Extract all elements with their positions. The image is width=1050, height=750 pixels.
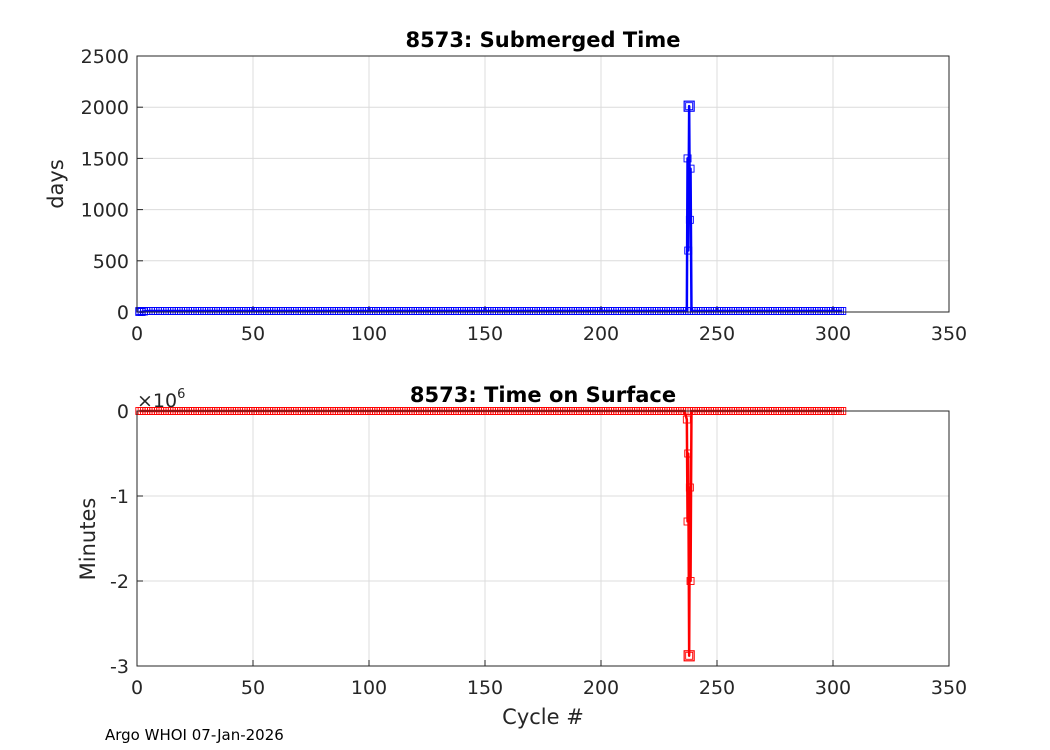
x-tick-label: 50 — [241, 323, 265, 345]
y-tick-labels: 0 500 1000 1500 2000 2500 — [81, 46, 129, 324]
x-tick-label: 300 — [815, 677, 851, 699]
footer-credit: Argo WHOI 07-Jan-2026 — [105, 726, 284, 744]
x-tick-label: 0 — [131, 677, 143, 699]
x-tick-label: 350 — [931, 323, 967, 345]
x-tick-label: 200 — [583, 323, 619, 345]
plot-frame — [136, 410, 950, 667]
x-tick-label: 150 — [467, 677, 503, 699]
y-tick-label: 2000 — [81, 97, 129, 119]
x-tick-label: 300 — [815, 323, 851, 345]
chart-title: 8573: Submerged Time — [405, 28, 680, 52]
data-point-marker — [838, 307, 847, 315]
x-tick-label: 150 — [467, 323, 503, 345]
peak-marker — [683, 100, 695, 112]
data-point-marker — [682, 415, 691, 424]
series-submerged-time — [135, 100, 847, 316]
y-axis-exponent: ×106 — [137, 387, 185, 412]
y-tick-label: 0 — [117, 302, 129, 324]
submerged-time-chart: 0 50 100 150 200 250 300 350 0 500 1000 1500 2000 25… — [44, 28, 967, 345]
x-axis-label: Cycle # — [502, 705, 584, 729]
data-point-marker — [686, 164, 695, 173]
exponent-base: ×10 — [137, 390, 177, 412]
x-tick-label: 100 — [351, 323, 387, 345]
data-point-marker — [686, 577, 695, 585]
series-line — [139, 104, 843, 314]
data-point-marker — [683, 154, 692, 163]
y-axis-label: Minutes — [76, 498, 100, 581]
plot-area — [137, 411, 949, 666]
data-point-marker — [684, 449, 693, 458]
x-tick-labels: 0 50 100 150 200 250 300 350 — [131, 677, 967, 699]
plot-frame — [136, 55, 950, 313]
chart-title: 8573: Time on Surface — [410, 383, 676, 407]
data-point-marker — [685, 215, 694, 224]
data-point-marker — [140, 307, 148, 316]
x-tick-label: 200 — [583, 677, 619, 699]
x-tick-label: 0 — [131, 323, 143, 345]
y-tick-label: 2500 — [81, 46, 129, 68]
y-axis-label: days — [44, 159, 68, 209]
data-point-marker — [685, 102, 694, 111]
x-tick-label: 250 — [699, 677, 735, 699]
data-point-marker — [685, 651, 694, 660]
x-tick-label: 50 — [241, 677, 265, 699]
y-tick-label: 500 — [93, 251, 129, 273]
x-tick-label: 250 — [699, 323, 735, 345]
x-tick-label: 100 — [351, 677, 387, 699]
peak-marker — [683, 650, 695, 662]
data-point-marker — [683, 517, 692, 526]
plot-area — [137, 56, 949, 312]
y-tick-label: 0 — [117, 401, 129, 423]
y-tick-label: -3 — [110, 656, 129, 678]
data-point-marker — [684, 246, 693, 255]
exponent-power: 6 — [177, 387, 185, 402]
y-tick-label: 1500 — [81, 148, 129, 170]
y-tick-label: -2 — [110, 571, 129, 593]
y-tick-labels: -3 -2 -1 0 — [110, 401, 129, 678]
data-point-marker — [685, 483, 694, 492]
y-tick-label: -1 — [110, 486, 129, 508]
time-on-surface-chart: 0 50 100 150 200 250 300 350 -3 -2 -1 0 ×106 8573:… — [76, 383, 967, 729]
x-tick-label: 350 — [931, 677, 967, 699]
y-tick-label: 1000 — [81, 200, 129, 222]
x-tick-labels: 0 50 100 150 200 250 300 350 — [131, 323, 967, 345]
